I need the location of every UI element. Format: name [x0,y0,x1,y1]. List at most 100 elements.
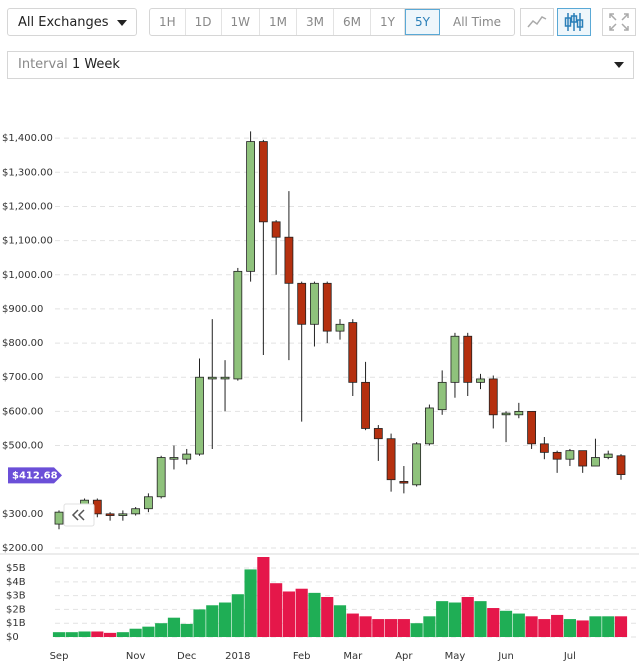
candle-body [169,457,179,460]
y2-tick-label: $4B [6,577,26,588]
candle-body [92,499,102,515]
candle-body [220,376,230,380]
volume-bar [257,557,270,637]
range-button[interactable]: 1Y [371,9,406,35]
volume-bar [52,632,66,637]
price-badge-label: $412.68 [12,470,58,481]
candle-body [373,428,383,440]
volume-bar [499,610,513,637]
y-tick-label: $1,400.00 [2,133,53,144]
candle-body [539,443,549,453]
x-tick-label: Jun [497,651,514,662]
volume-bar [602,616,615,637]
candle-body [476,378,485,383]
volume-bar [487,608,500,637]
range-button[interactable]: 6M [334,9,372,35]
volume-bar [65,632,78,637]
exchange-select[interactable]: All Exchanges [7,8,137,36]
y-tick-label: $500.00 [2,441,43,452]
candle-body [361,381,370,429]
volume-bar [372,619,385,637]
candle-body [348,322,358,383]
candle-chart-button[interactable] [557,8,591,36]
candle-body [386,438,396,481]
y-tick-label: $1,000.00 [2,270,53,281]
line-chart-button[interactable] [520,8,554,36]
candle-body [591,457,600,467]
candle-body [463,335,473,383]
volume-bar [551,614,564,637]
volume-bar [512,613,525,637]
x-tick-label: Apr [395,651,413,662]
fullscreen-icon [609,13,629,31]
range-button[interactable]: 1H [150,9,186,35]
volume-bar [525,616,538,637]
scroll-back-button[interactable] [63,503,95,527]
y2-tick-label: $3B [6,591,26,602]
candle-icon [564,13,584,31]
range-button[interactable]: All Time [452,15,502,29]
volume-bar [155,623,168,637]
x-tick-label: 2018 [225,651,250,662]
y2-tick-label: $1B [6,618,26,629]
range-button[interactable]: 1D [186,9,222,35]
candle-body [182,453,192,460]
candle-body [488,378,498,416]
volume-bar [270,583,283,637]
volume-bar [538,619,551,637]
volume-bar [295,588,308,637]
y2-tick-label: $0 [6,632,19,643]
volume-bar [193,609,206,637]
y2-tick-label: $2B [6,604,26,615]
volume-bar [231,594,244,637]
candle-body [156,457,166,498]
candle-body [425,407,434,445]
candle-body [207,376,217,380]
candle-body [514,410,524,416]
candle-body [105,513,115,516]
x-tick-label: Mar [343,651,363,662]
volume-bar [180,623,193,637]
volume-bar [104,632,117,637]
candle-body [322,282,332,332]
range-button[interactable]: 5Y [405,9,440,35]
volume-bar [563,619,576,637]
volume-bar [218,602,232,637]
volume-bar [385,619,398,637]
range-button[interactable]: 3M [297,9,335,35]
x-tick-label: Sep [50,651,69,662]
volume-bar [78,631,91,637]
volume-bar [308,592,321,637]
fullscreen-button[interactable] [602,8,636,36]
candle-body [603,453,613,458]
x-tick-label: May [445,651,466,662]
range-button[interactable]: 1M [260,9,298,35]
x-tick-label: Feb [293,651,311,662]
candle-body [450,335,460,383]
volume-bar [142,626,155,637]
volume-bar [129,628,142,637]
line-icon [527,16,547,28]
interval-select[interactable]: Interval 1 Week [7,51,634,79]
candle-body [118,513,128,516]
candle-body [552,451,562,460]
exchange-select-text: All Exchanges [18,15,109,30]
y-tick-label: $1,100.00 [2,236,53,247]
candle-body [80,499,89,508]
volume-bar [423,616,436,637]
candle-body [399,480,409,484]
y-tick-label: $900.00 [2,304,43,315]
volume-bar [474,601,487,637]
candle-body [578,450,588,467]
y2-tick-label: $5B [6,563,26,574]
range-button[interactable]: 1W [222,9,261,35]
range-buttons: 1H 1D 1W 1M 3M 6M 1Y 5Y All Time [149,8,516,36]
caret [614,62,624,68]
y-tick-label: $1,300.00 [2,167,53,178]
volume-bar [282,591,295,637]
interval-value: 1 Week [71,57,120,72]
candle-body [335,323,345,332]
y-tick-label: $200.00 [2,543,43,554]
caret [117,20,127,26]
candle-body [271,221,281,238]
